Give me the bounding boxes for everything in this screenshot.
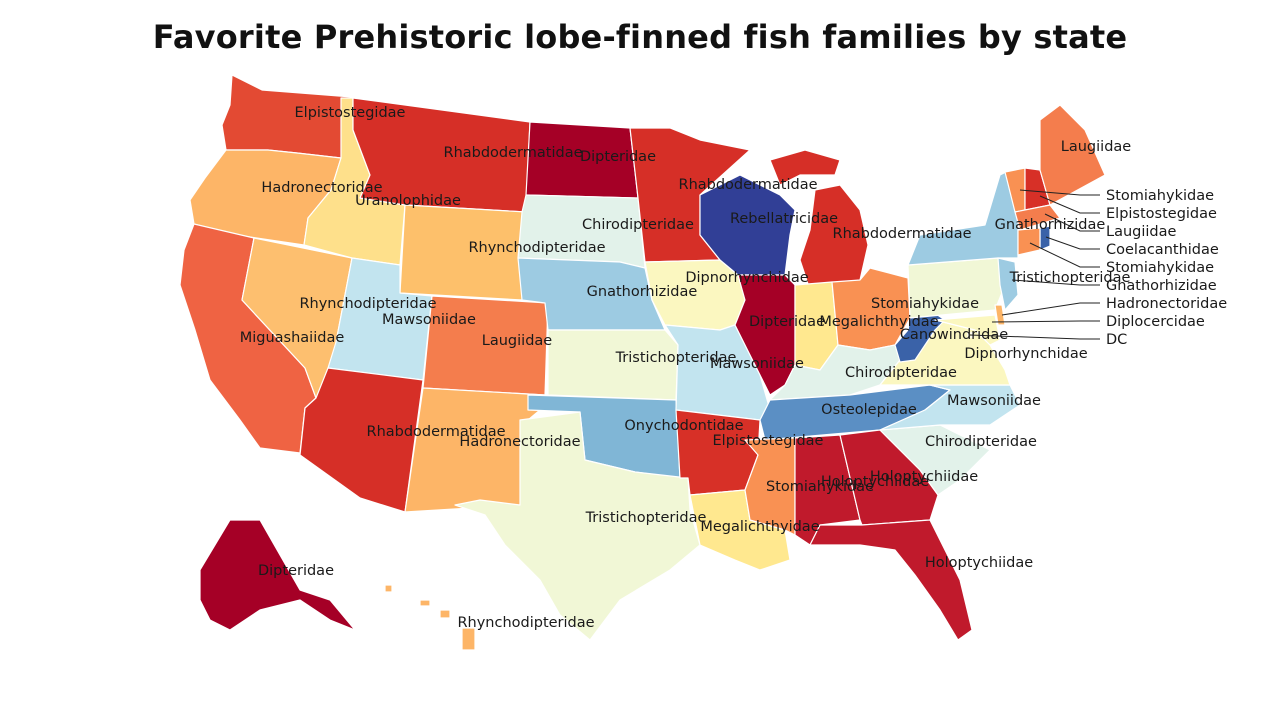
state-label-az: Rhabdodermatidae [367,424,506,440]
state-label-nd: Dipteridae [580,149,656,165]
state-label-nv: Rhynchodipteridae [299,296,436,312]
state-label-sc: Chirodipteridae [925,434,1037,450]
callout-leader-dc [969,334,1100,340]
state-label-ky: Chirodipteridae [845,365,957,381]
state-label-ny: Gnathorhizidae [995,217,1106,233]
callout-label-ri: Coelacanthidae [1106,242,1219,258]
state-label-ga: Holoptychiidae [870,469,978,485]
state-nc [879,384,1021,431]
state-ma [1014,204,1061,231]
state-label-mi: Rhabdodermatidae [833,226,972,242]
state-hi [384,584,476,651]
callout-leader-nj [1011,279,1100,286]
callout-leaders [969,189,1100,340]
callout-leader-nh [1039,195,1100,214]
state-label-ok: Onychodontidae [624,418,743,434]
state-label-me: Laugiidae [1061,139,1132,155]
state-ct [1017,227,1041,256]
state-label-ar: Elpistostegidae [713,433,824,449]
state-label-la: Megalichthyidae [700,519,819,535]
states-layer [179,74,1106,651]
callout-leader-vt [1019,189,1100,196]
state-label-wv: Canowindridae [900,327,1008,343]
callout-leader-md [991,320,1100,323]
state-label-hi: Rhynchodipteridae [457,615,594,631]
state-labels: Elpistostegidae Hadronectoridae Miguashaii… [240,105,1227,631]
state-label-ut: Mawsoniidae [382,312,476,328]
state-label-mn: Rhabdodermatidae [679,177,818,193]
map-title: Favorite Prehistoric lobe-finned fish fa… [152,18,1128,56]
state-az [299,367,424,513]
callout-label-dc: DC [1106,332,1127,348]
callout-leader-ri [1045,236,1100,250]
state-label-wi: Rebellatricidae [730,211,838,227]
state-label-tx: Tristichopteridae [585,510,707,526]
state-label-co: Laugiidae [482,333,553,349]
callout-leader-ma [1044,213,1100,232]
state-label-tn: Osteolepidae [821,402,917,418]
state-nj [997,257,1019,311]
state-label-pa: Tristichopteridae [1009,270,1131,286]
state-label-ks: Tristichopteridae [615,350,737,366]
state-label-al: Holoptychiidae [821,474,929,490]
state-label-ia: Dipnorhynchidae [685,270,808,286]
state-me [1039,104,1106,206]
state-label-or: Hadronectoridae [261,180,382,196]
state-label-id: Uranolophidae [355,193,461,209]
state-label-ca: Miguashaiidae [240,330,345,346]
state-wi [699,174,796,276]
callout-leader-ct [1029,242,1100,268]
state-label-in: Megalichthyidae [819,314,938,330]
state-tx [454,411,701,641]
state-label-oh: Stomiahykidae [871,296,979,312]
state-label-sd: Chirodipteridae [582,217,694,233]
state-label-mo: Mawsoniidae [710,356,804,372]
state-label-nc: Mawsoniidae [947,393,1041,409]
state-label-wa: Elpistostegidae [295,105,406,121]
callout-label-ma: Laugiidae [1106,224,1177,240]
state-md [934,314,1001,346]
state-label-ms: Stomiahykidae [766,479,874,495]
callout-label-md: Diplocercidae [1106,314,1205,330]
callout-label-nh: Elpistostegidae [1106,206,1217,222]
callout-label-ct: Stomiahykidae [1106,260,1214,276]
callout-label-nj: Gnathorhizidae [1106,278,1217,294]
state-label-va: Dipnorhynchidae [964,346,1087,362]
state-il [734,274,796,396]
state-de [994,304,1006,326]
state-label-ne: Gnathorhizidae [587,284,698,300]
state-label-fl: Holoptychiidae [925,555,1033,571]
state-label-wy: Rhynchodipteridae [468,240,605,256]
state-label-ak: Dipteridae [258,563,334,579]
callout-leader-de [1001,302,1100,316]
state-label-mt: Rhabdodermatidae [444,145,583,161]
state-ak [199,519,356,631]
callout-label-de: Hadronectoridae [1106,296,1227,312]
state-label-nm: Hadronectoridae [459,434,580,450]
callout-label-vt: Stomiahykidae [1106,188,1214,204]
state-fl [809,519,973,641]
state-label-il: Dipteridae [749,314,825,330]
